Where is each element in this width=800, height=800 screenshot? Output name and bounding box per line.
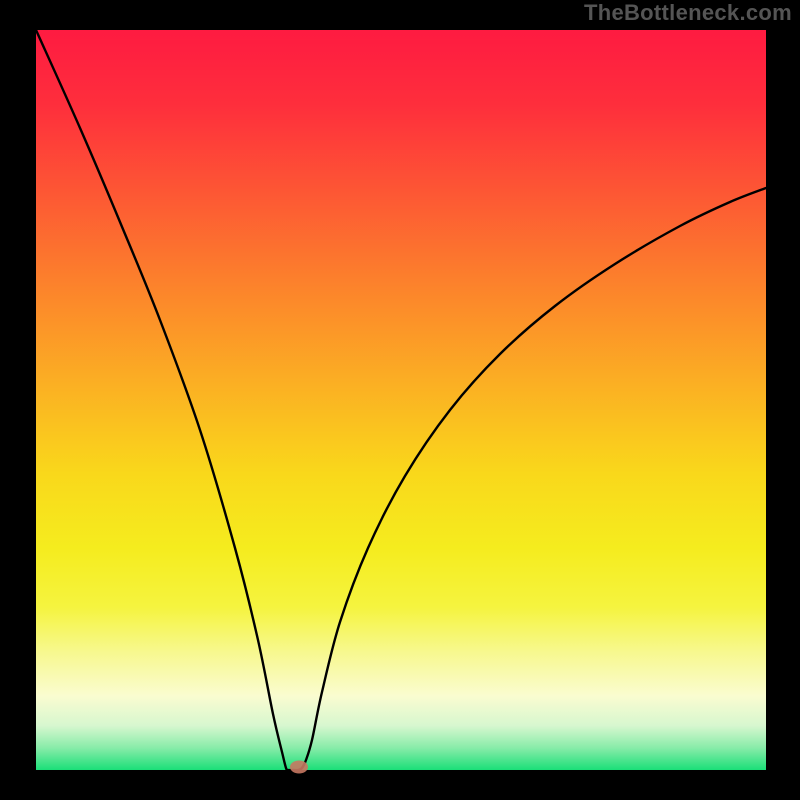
chart-container: TheBottleneck.com [0, 0, 800, 800]
watermark-text: TheBottleneck.com [584, 0, 792, 26]
plot-background [36, 30, 766, 770]
optimal-point-marker [290, 761, 308, 774]
bottleneck-chart [0, 0, 800, 800]
